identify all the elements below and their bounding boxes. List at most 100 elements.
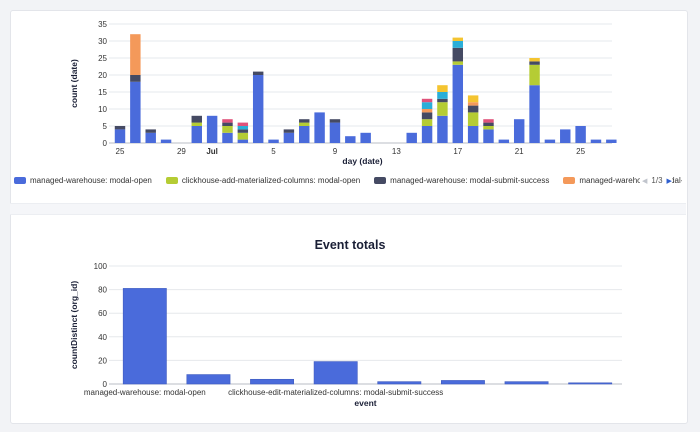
bar-segment [114,129,126,143]
y-tick-label: 35 [98,20,107,29]
x-tick-label: Jul [206,147,218,156]
bar-segment [222,119,233,123]
bar [504,381,549,385]
y-tick-label: 0 [103,139,108,148]
y-tick-label: 80 [98,286,107,295]
bar-segment [222,132,233,143]
bar-segment [114,126,126,130]
bar-segment [452,47,464,62]
legend-item[interactable]: managed-warehouse: modal-open [14,176,152,185]
bar-segment [421,102,433,109]
legend-swatch [374,177,387,184]
bar-segment [283,132,295,143]
bar-segment [421,112,433,120]
bar-segment [191,122,202,126]
y-tick-label: 5 [103,122,108,131]
x-tick-label: 13 [392,147,401,156]
bar-segment [467,95,479,103]
y-tick-label: 25 [98,54,107,63]
bar-segment [160,139,172,143]
bar-segment [130,34,141,75]
bar-segment [467,126,479,143]
bar-segment [437,92,448,99]
bar-segment [452,37,464,41]
daily-stacked-bar-chart: 0 5 10 15 20 25 30 35 25 29 Jul 5 9 13 17 21 25 day (date… [69,20,617,166]
chevron-right-icon[interactable]: ▶ [666,177,672,185]
x-tick-label: 25 [116,147,125,156]
y-tick-label: 0 [103,380,108,389]
x-axis-title: day (date) [342,156,382,166]
bar-segment [237,139,249,143]
bar-segment [299,119,310,123]
bar-segment [575,126,586,143]
bar-segment [560,129,571,143]
y-tick-label: 100 [94,262,108,271]
bar-segment [191,126,202,143]
bar-segment [437,102,448,116]
bar-segment [314,112,325,143]
bar-segment [421,109,433,113]
bar-segment [237,132,249,140]
bar [122,288,167,385]
bar-segment [467,112,479,126]
legend-label: managed-warehouse: modal-submit-error [579,176,682,185]
bar-segment [544,139,556,143]
bar [313,361,358,385]
y-axis-title: count (date) [69,59,79,108]
legend-label: managed-warehouse: modal-submit-success [390,176,550,185]
legend-item[interactable]: managed-warehouse: modal-submit-error [563,176,682,185]
bar-segment [360,132,371,143]
bar-segment [529,61,540,65]
x-tick-label: clickhouse-edit-materialized-columns: mo… [228,388,443,397]
legend-page-indicator: 1/3 [651,176,663,185]
bar-segment [268,139,279,143]
y-tick-label: 30 [98,37,107,46]
bar-segment [130,81,141,143]
bar-segment [345,136,356,143]
bar-segment [483,129,494,143]
bar-segment [130,75,141,82]
bar-segment [483,126,494,130]
y-tick-label: 10 [98,105,107,114]
bar-segment [421,119,433,126]
x-tick-label: 5 [271,147,276,156]
bar-segment [252,71,264,75]
x-axis-title: event [354,398,376,408]
x-tick-label: 25 [576,147,585,156]
x-tick-label: 29 [177,147,186,156]
bar-segment [421,126,433,143]
bar-segment [437,85,448,92]
bar-segment [237,129,249,133]
bar-segment [606,139,617,143]
bar-segment [452,61,464,65]
legend-pager: ◀ 1/3 ▶ [640,176,672,185]
bar-segment [145,129,156,133]
bar-segment [222,122,233,126]
bar [568,382,613,385]
bar-segment [529,64,540,86]
bar-segment [529,85,540,143]
y-tick-label: 20 [98,71,107,80]
chevron-left-icon[interactable]: ◀ [642,177,648,185]
bar-segment [529,58,540,62]
panel-divider [10,203,686,215]
event-totals-title: Event totals [314,238,386,252]
legend-swatch [563,177,576,184]
legend-item[interactable]: clickhouse-add-materialized-columns: mod… [165,176,360,185]
bar-segment [191,115,202,123]
legend-item[interactable]: managed-warehouse: modal-submit-success [374,176,549,185]
bar-segment [252,75,264,143]
bar-segment [283,129,295,133]
bar-segment [206,115,218,143]
bar-segment [437,98,448,103]
legend-swatch [14,177,26,184]
bar-segment [483,119,494,123]
bar [186,374,231,385]
bar-segment [222,126,233,133]
bar-segment [437,115,448,143]
y-tick-label: 60 [98,309,107,318]
bar-segment [406,132,417,143]
bar-segment [452,64,464,143]
bar-segment [513,119,525,143]
bar-segment [498,139,510,143]
